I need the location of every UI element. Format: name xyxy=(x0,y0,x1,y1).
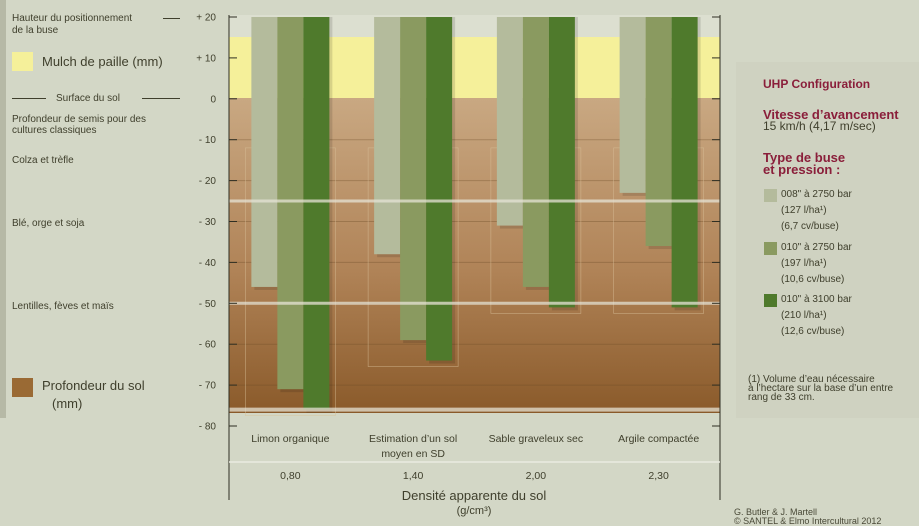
soil-depth-swatch xyxy=(12,378,33,397)
category-label: Sable graveleux sec xyxy=(489,433,584,445)
footnote-line-3: rang de 33 cm. xyxy=(748,392,815,403)
density-value: 1,40 xyxy=(403,470,424,482)
footnote-line-1: (1) Volume d’eau nécessaire xyxy=(748,374,875,385)
seeding-depth-label-2: cultures classiques xyxy=(12,125,97,136)
category-label: Estimation d’un sol xyxy=(369,433,457,445)
bar-series-1-4 xyxy=(619,17,646,193)
y-tick-label: - 80 xyxy=(199,422,217,433)
y-tick-label: + 20 xyxy=(196,13,216,24)
y-tick-label: - 60 xyxy=(199,340,217,351)
legend-swatch-series-2 xyxy=(764,242,777,255)
bar-series-3-4 xyxy=(671,17,698,308)
bar-series-3-1 xyxy=(303,17,330,410)
bar-series-2-3 xyxy=(522,17,549,287)
bar-series-2-1 xyxy=(277,17,304,390)
density-value: 2,30 xyxy=(648,470,669,482)
soil-depth-label-2: (mm) xyxy=(52,396,83,411)
config-title: UHP Configuration xyxy=(763,77,871,91)
density-value: 0,80 xyxy=(280,470,301,482)
legend-label-series-3: 010" à 3100 bar xyxy=(781,294,852,305)
bar-series-1-3 xyxy=(496,17,523,226)
legend-power-series-3: (12,6 cv/buse) xyxy=(781,326,845,337)
category-label: moyen en SD xyxy=(381,448,445,460)
soil-depth-label: Profondeur du sol xyxy=(42,378,145,393)
y-tick-label: - 20 xyxy=(199,176,217,187)
speed-value: 15 km/h (4,17 m/sec) xyxy=(763,119,876,133)
bar-series-2-2 xyxy=(400,17,427,341)
nozzle-title: Type de buse xyxy=(763,150,846,165)
legend-power-series-2: (10,6 cv/buse) xyxy=(781,274,845,285)
legend-label-series-1: 008" à 2750 bar xyxy=(781,189,852,200)
legend-rate-series-2: (197 l/ha¹) xyxy=(781,258,827,269)
y-tick-label: - 30 xyxy=(199,217,217,228)
legend-power-series-1: (6,7 cv/buse) xyxy=(781,221,839,232)
legend-rate-series-3: (210 l/ha¹) xyxy=(781,310,827,321)
bar-series-1-1 xyxy=(251,17,278,287)
footnote-line-2: à l’hectare sur la base d’un entre xyxy=(748,383,894,394)
y-tick-label: - 40 xyxy=(199,258,217,269)
density-value: 2,00 xyxy=(526,470,547,482)
soil-surface-label: Surface du sol xyxy=(56,93,120,104)
speed-title: Vitesse d’avancement xyxy=(763,107,899,122)
crop-label-rapeseed: Colza et trèfle xyxy=(12,155,74,166)
nozzle-title-2: et pression : xyxy=(763,162,841,177)
legend-swatch-series-1 xyxy=(764,189,777,202)
left-edge-bar xyxy=(0,0,6,418)
x-axis-label: Densité apparente du sol xyxy=(402,488,547,503)
bar-series-3-2 xyxy=(426,17,453,361)
soil-surface-leader-left xyxy=(12,98,46,99)
legend-label-series-2: 010" à 2750 bar xyxy=(781,242,852,253)
legend-rate-series-1: (127 l/ha¹) xyxy=(781,205,827,216)
air-band xyxy=(229,15,720,37)
crop-label-lentils: Lentilles, fèves et maïs xyxy=(12,301,114,312)
mulch-swatch xyxy=(12,52,33,71)
y-tick-label: + 10 xyxy=(196,53,216,64)
nozzle-height-label-2: de la buse xyxy=(12,25,59,36)
x-axis-unit: (g/cm³) xyxy=(457,505,492,517)
seeding-depth-label: Profondeur de semis pour des xyxy=(12,114,146,125)
bar-series-1-2 xyxy=(374,17,401,255)
y-tick-label: - 70 xyxy=(199,381,217,392)
bar-series-3-3 xyxy=(548,17,575,308)
credit-authors: G. Butler & J. Martell xyxy=(734,507,818,517)
nozzle-height-label: Hauteur du positionnement xyxy=(12,13,133,24)
crop-label-wheat: Blé, orge et soja xyxy=(12,218,85,229)
category-label: Limon organique xyxy=(251,433,329,445)
y-tick-label: 0 xyxy=(210,94,216,105)
credit-copyright: © SANTEL & Elmo Intercultural 2012 xyxy=(734,516,882,526)
nozzle-height-leader xyxy=(163,18,180,19)
left-annotation-panel: Hauteur du positionnement de la buse Mul… xyxy=(0,0,188,418)
category-label: Argile compactée xyxy=(618,433,699,445)
soil-surface-leader-right xyxy=(142,98,180,99)
mulch-label: Mulch de paille (mm) xyxy=(42,54,163,69)
y-tick-label: - 50 xyxy=(199,299,217,310)
configuration-legend-panel: UHP Configuration Vitesse d’avancement 1… xyxy=(736,62,919,418)
bar-series-2-4 xyxy=(645,17,672,247)
below-soil-band xyxy=(229,413,720,427)
legend-swatch-series-3 xyxy=(764,294,777,307)
y-tick-label: - 10 xyxy=(199,135,217,146)
